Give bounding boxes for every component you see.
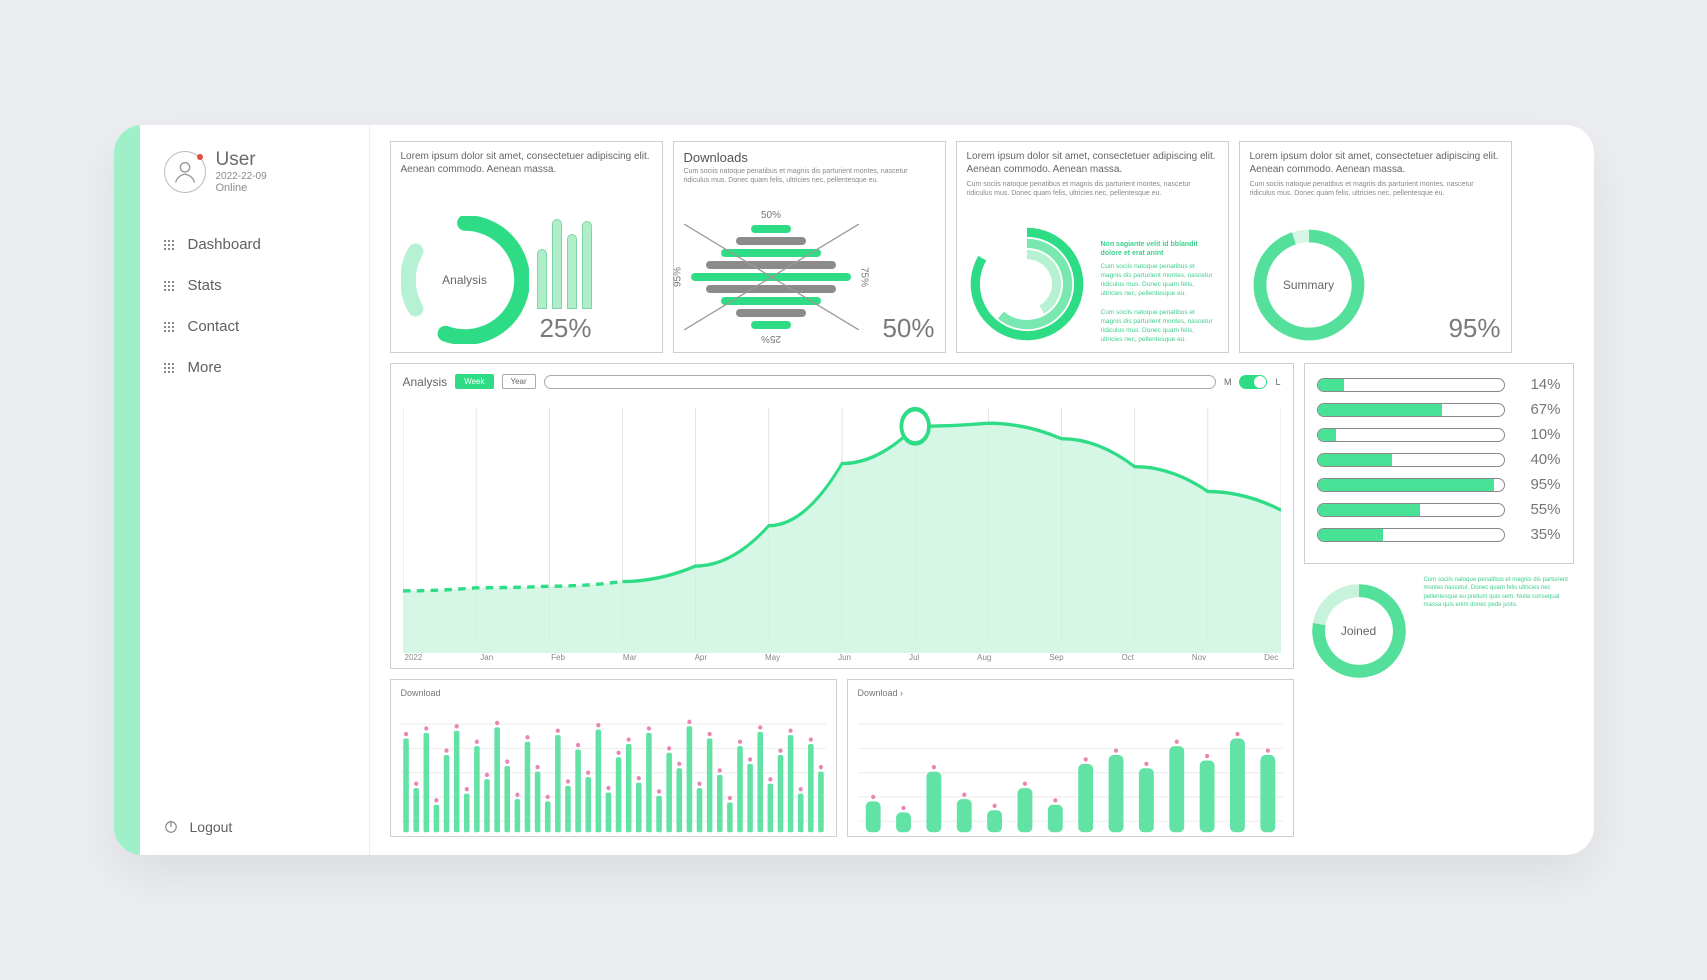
- joined-info: Cum sociis natoque penatibus et magnis d…: [1424, 576, 1574, 686]
- top-card-2: Lorem ipsum dolor sit amet, consectetuer…: [956, 141, 1229, 353]
- chip-week[interactable]: Week: [455, 374, 493, 389]
- chip-year[interactable]: Year: [502, 374, 536, 389]
- progress-row: 55%: [1317, 501, 1561, 518]
- progress-row: 35%: [1317, 526, 1561, 543]
- progress-bar: [1317, 428, 1505, 442]
- user-status: Online: [216, 182, 267, 194]
- progress-bar: [1317, 453, 1505, 467]
- nav: Dashboard Stats Contact More: [164, 236, 349, 376]
- mid-row: Analysis Week Year M L 2022JanFebMarAprM…: [390, 363, 1574, 837]
- progress-row: 40%: [1317, 451, 1561, 468]
- nav-item-more[interactable]: More: [164, 359, 349, 376]
- progress-row: 95%: [1317, 476, 1561, 493]
- user-block[interactable]: User 2022-22-09 Online: [164, 149, 349, 194]
- analysis-x-axis: 2022JanFebMarAprMayJunJulAugSepOctNovDec: [403, 653, 1281, 662]
- top-card-1: DownloadsCum sociis natoque penatibus et…: [673, 141, 946, 353]
- toggle-l-label: L: [1275, 377, 1280, 387]
- dashboard-frame: User 2022-22-09 Online Dashboard Stats Con…: [114, 125, 1594, 855]
- analysis-area-chart: [403, 389, 1281, 653]
- top-card-3: Lorem ipsum dolor sit amet, consectetuer…: [1239, 141, 1512, 353]
- grid-icon: [164, 363, 174, 373]
- main: Lorem ipsum dolor sit amet, consectetuer…: [370, 125, 1594, 855]
- user-name: User: [216, 149, 267, 171]
- accent-strip: [114, 125, 140, 855]
- toggle-switch[interactable]: [1239, 375, 1267, 389]
- nav-item-dashboard[interactable]: Dashboard: [164, 236, 349, 253]
- download-cards-row: DownloadDownload ›: [390, 679, 1294, 837]
- toggle-m-label: M: [1224, 377, 1232, 387]
- progress-row: 14%: [1317, 376, 1561, 393]
- joined-block: Joined Cum sociis natoque penatibus et m…: [1304, 576, 1574, 686]
- power-icon: [164, 820, 178, 834]
- logout-label: Logout: [190, 819, 233, 835]
- progress-card: 14% 67% 10% 40% 95% 55% 35%: [1304, 363, 1574, 564]
- range-input[interactable]: [544, 375, 1216, 389]
- progress-bar: [1317, 378, 1505, 392]
- analysis-header: Analysis Week Year M L: [403, 374, 1281, 389]
- progress-bar: [1317, 478, 1505, 492]
- joined-donut: Joined: [1304, 576, 1414, 686]
- progress-bar: [1317, 528, 1505, 542]
- download-card-1: Download ›: [847, 679, 1294, 837]
- logout-button[interactable]: Logout: [164, 819, 349, 835]
- progress-bar: [1317, 503, 1505, 517]
- nav-item-stats[interactable]: Stats: [164, 277, 349, 294]
- user-date: 2022-22-09: [216, 171, 267, 182]
- joined-label: Joined: [1304, 576, 1414, 686]
- progress-bar: [1317, 403, 1505, 417]
- top-cards-row: Lorem ipsum dolor sit amet, consectetuer…: [390, 141, 1574, 353]
- download-card-0: Download: [390, 679, 837, 837]
- sidebar: User 2022-22-09 Online Dashboard Stats Con…: [140, 125, 370, 855]
- grid-icon: [164, 322, 174, 332]
- avatar-icon: [164, 151, 206, 193]
- analysis-title: Analysis: [403, 375, 448, 389]
- right-column: 14% 67% 10% 40% 95% 55% 35% Joined Cum sociis …: [1304, 363, 1574, 837]
- grid-icon: [164, 281, 174, 291]
- grid-icon: [164, 240, 174, 250]
- nav-item-contact[interactable]: Contact: [164, 318, 349, 335]
- progress-row: 10%: [1317, 426, 1561, 443]
- top-card-0: Lorem ipsum dolor sit amet, consectetuer…: [390, 141, 663, 353]
- progress-row: 67%: [1317, 401, 1561, 418]
- analysis-card: Analysis Week Year M L 2022JanFebMarAprM…: [390, 363, 1294, 669]
